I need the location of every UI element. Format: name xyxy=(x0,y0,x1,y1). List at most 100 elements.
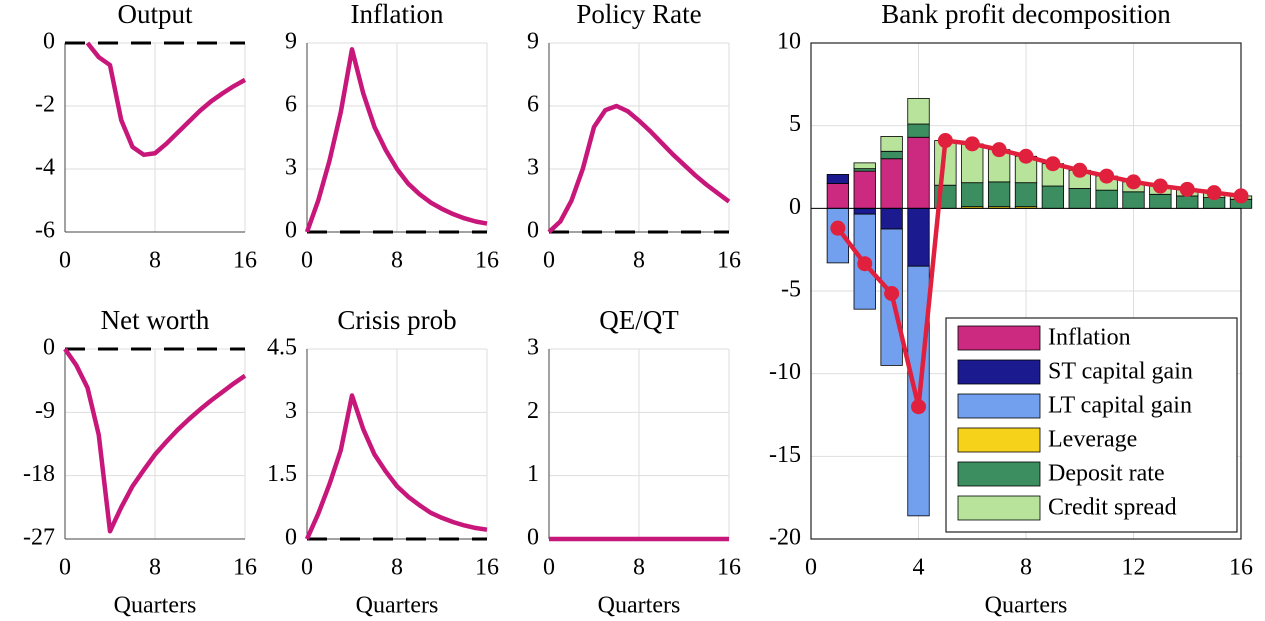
marker xyxy=(1126,174,1141,190)
x-tick-label: 8 xyxy=(1020,555,1032,581)
chart-title: Net worth xyxy=(101,305,210,335)
bar-segment xyxy=(853,207,876,215)
marker xyxy=(830,220,846,236)
bar-segment xyxy=(853,162,876,170)
line xyxy=(304,393,488,540)
marker xyxy=(1152,178,1168,194)
bar-segment xyxy=(987,181,1011,208)
total-line xyxy=(836,138,1242,409)
chart-title: QE/QT xyxy=(599,305,679,335)
x-tick-label: 0 xyxy=(543,555,555,581)
y-tick-label: 0 xyxy=(285,525,297,551)
x-tick-label: 16 xyxy=(475,248,499,274)
marker xyxy=(1099,168,1115,184)
legend-swatch xyxy=(957,461,1041,487)
bar-segment xyxy=(907,207,930,267)
legend-label: Credit spread xyxy=(1048,495,1177,521)
line xyxy=(63,347,247,534)
y-tick-label: 0 xyxy=(43,29,55,55)
y-tick-label: 0 xyxy=(789,194,801,220)
x-tick-label: 8 xyxy=(633,248,645,274)
y-tick-label: 2 xyxy=(527,398,539,424)
marker xyxy=(937,133,953,149)
bar-segment xyxy=(880,158,903,209)
bar-segment xyxy=(1041,185,1065,209)
bar-segment xyxy=(961,182,984,208)
y-tick-label: -18 xyxy=(23,461,55,487)
x-tick-label: 0 xyxy=(59,555,71,581)
y-tick-label: 9 xyxy=(527,29,539,55)
y-tick-label: -20 xyxy=(769,525,801,551)
legend-swatch xyxy=(957,427,1041,453)
y-tick-label: -9 xyxy=(35,398,55,424)
legend-label: Deposit rate xyxy=(1048,461,1165,487)
bar-segment xyxy=(1149,193,1172,209)
x-axis-label: Quarters xyxy=(985,593,1068,619)
y-tick-label: 5 xyxy=(789,111,801,137)
marker xyxy=(1206,185,1222,201)
x-tick-label: 16 xyxy=(717,555,741,581)
x-tick-label: 0 xyxy=(805,555,817,581)
y-tick-label: 4.5 xyxy=(267,335,297,361)
y-tick-label: -10 xyxy=(769,359,801,385)
legend-label: Leverage xyxy=(1048,427,1137,453)
bar-segment xyxy=(907,136,930,209)
x-tick-label: 16 xyxy=(1229,555,1253,581)
bar-segment xyxy=(907,97,930,125)
legend-swatch xyxy=(957,359,1041,385)
bar-segment xyxy=(826,174,850,184)
line xyxy=(304,47,488,233)
bar-segment xyxy=(880,136,903,152)
bar-segment xyxy=(1122,191,1145,209)
chart-title: Bank profit decomposition xyxy=(881,0,1171,29)
legend-label: Inflation xyxy=(1048,325,1131,351)
x-tick-label: 0 xyxy=(301,555,313,581)
bar-segment xyxy=(826,183,850,209)
chart-title: Policy Rate xyxy=(576,0,701,29)
x-axis-label: Quarters xyxy=(114,593,197,619)
bar-segment xyxy=(880,207,903,230)
bar-segment xyxy=(1176,195,1199,209)
marker xyxy=(911,399,926,415)
y-tick-label: -15 xyxy=(769,442,801,468)
y-tick-label: 3 xyxy=(285,398,297,424)
y-tick-label: 9 xyxy=(285,29,297,55)
legend-swatch xyxy=(957,495,1041,521)
marker xyxy=(1045,156,1061,172)
marker xyxy=(1179,181,1195,197)
chart-title: Crisis prob xyxy=(337,305,456,335)
x-axis-label: Quarters xyxy=(598,593,681,619)
x-tick-label: 16 xyxy=(717,248,741,274)
x-tick-label: 0 xyxy=(301,248,313,274)
legend-swatch xyxy=(957,325,1041,351)
y-tick-label: -4 xyxy=(35,155,55,181)
y-tick-label: 1 xyxy=(527,461,539,487)
y-tick-label: 6 xyxy=(285,92,297,118)
x-tick-label: 16 xyxy=(233,555,257,581)
legend-label: ST capital gain xyxy=(1048,359,1193,385)
x-tick-label: 0 xyxy=(543,248,555,274)
x-tick-label: 8 xyxy=(633,555,645,581)
y-tick-label: 0 xyxy=(527,525,539,551)
y-tick-label: 0 xyxy=(527,218,539,244)
marker xyxy=(1018,148,1034,164)
marker xyxy=(1233,188,1249,204)
bar-segment xyxy=(1095,189,1118,209)
y-tick-label: 1.5 xyxy=(267,461,297,487)
y-tick-label: -6 xyxy=(35,218,55,244)
marker xyxy=(964,136,980,152)
marker xyxy=(1072,162,1088,178)
y-tick-label: -5 xyxy=(781,277,801,303)
y-tick-label: 10 xyxy=(777,29,801,55)
bar-segment xyxy=(1014,182,1038,208)
plot-frame xyxy=(810,42,1242,540)
y-tick-label: 0 xyxy=(43,335,55,361)
marker xyxy=(857,256,873,272)
y-tick-label: -27 xyxy=(23,525,55,551)
y-tick-label: 3 xyxy=(285,155,297,181)
x-tick-label: 16 xyxy=(233,248,257,274)
chart-title: Inflation xyxy=(351,0,444,29)
bar-segment xyxy=(907,123,930,138)
marker xyxy=(991,142,1007,158)
